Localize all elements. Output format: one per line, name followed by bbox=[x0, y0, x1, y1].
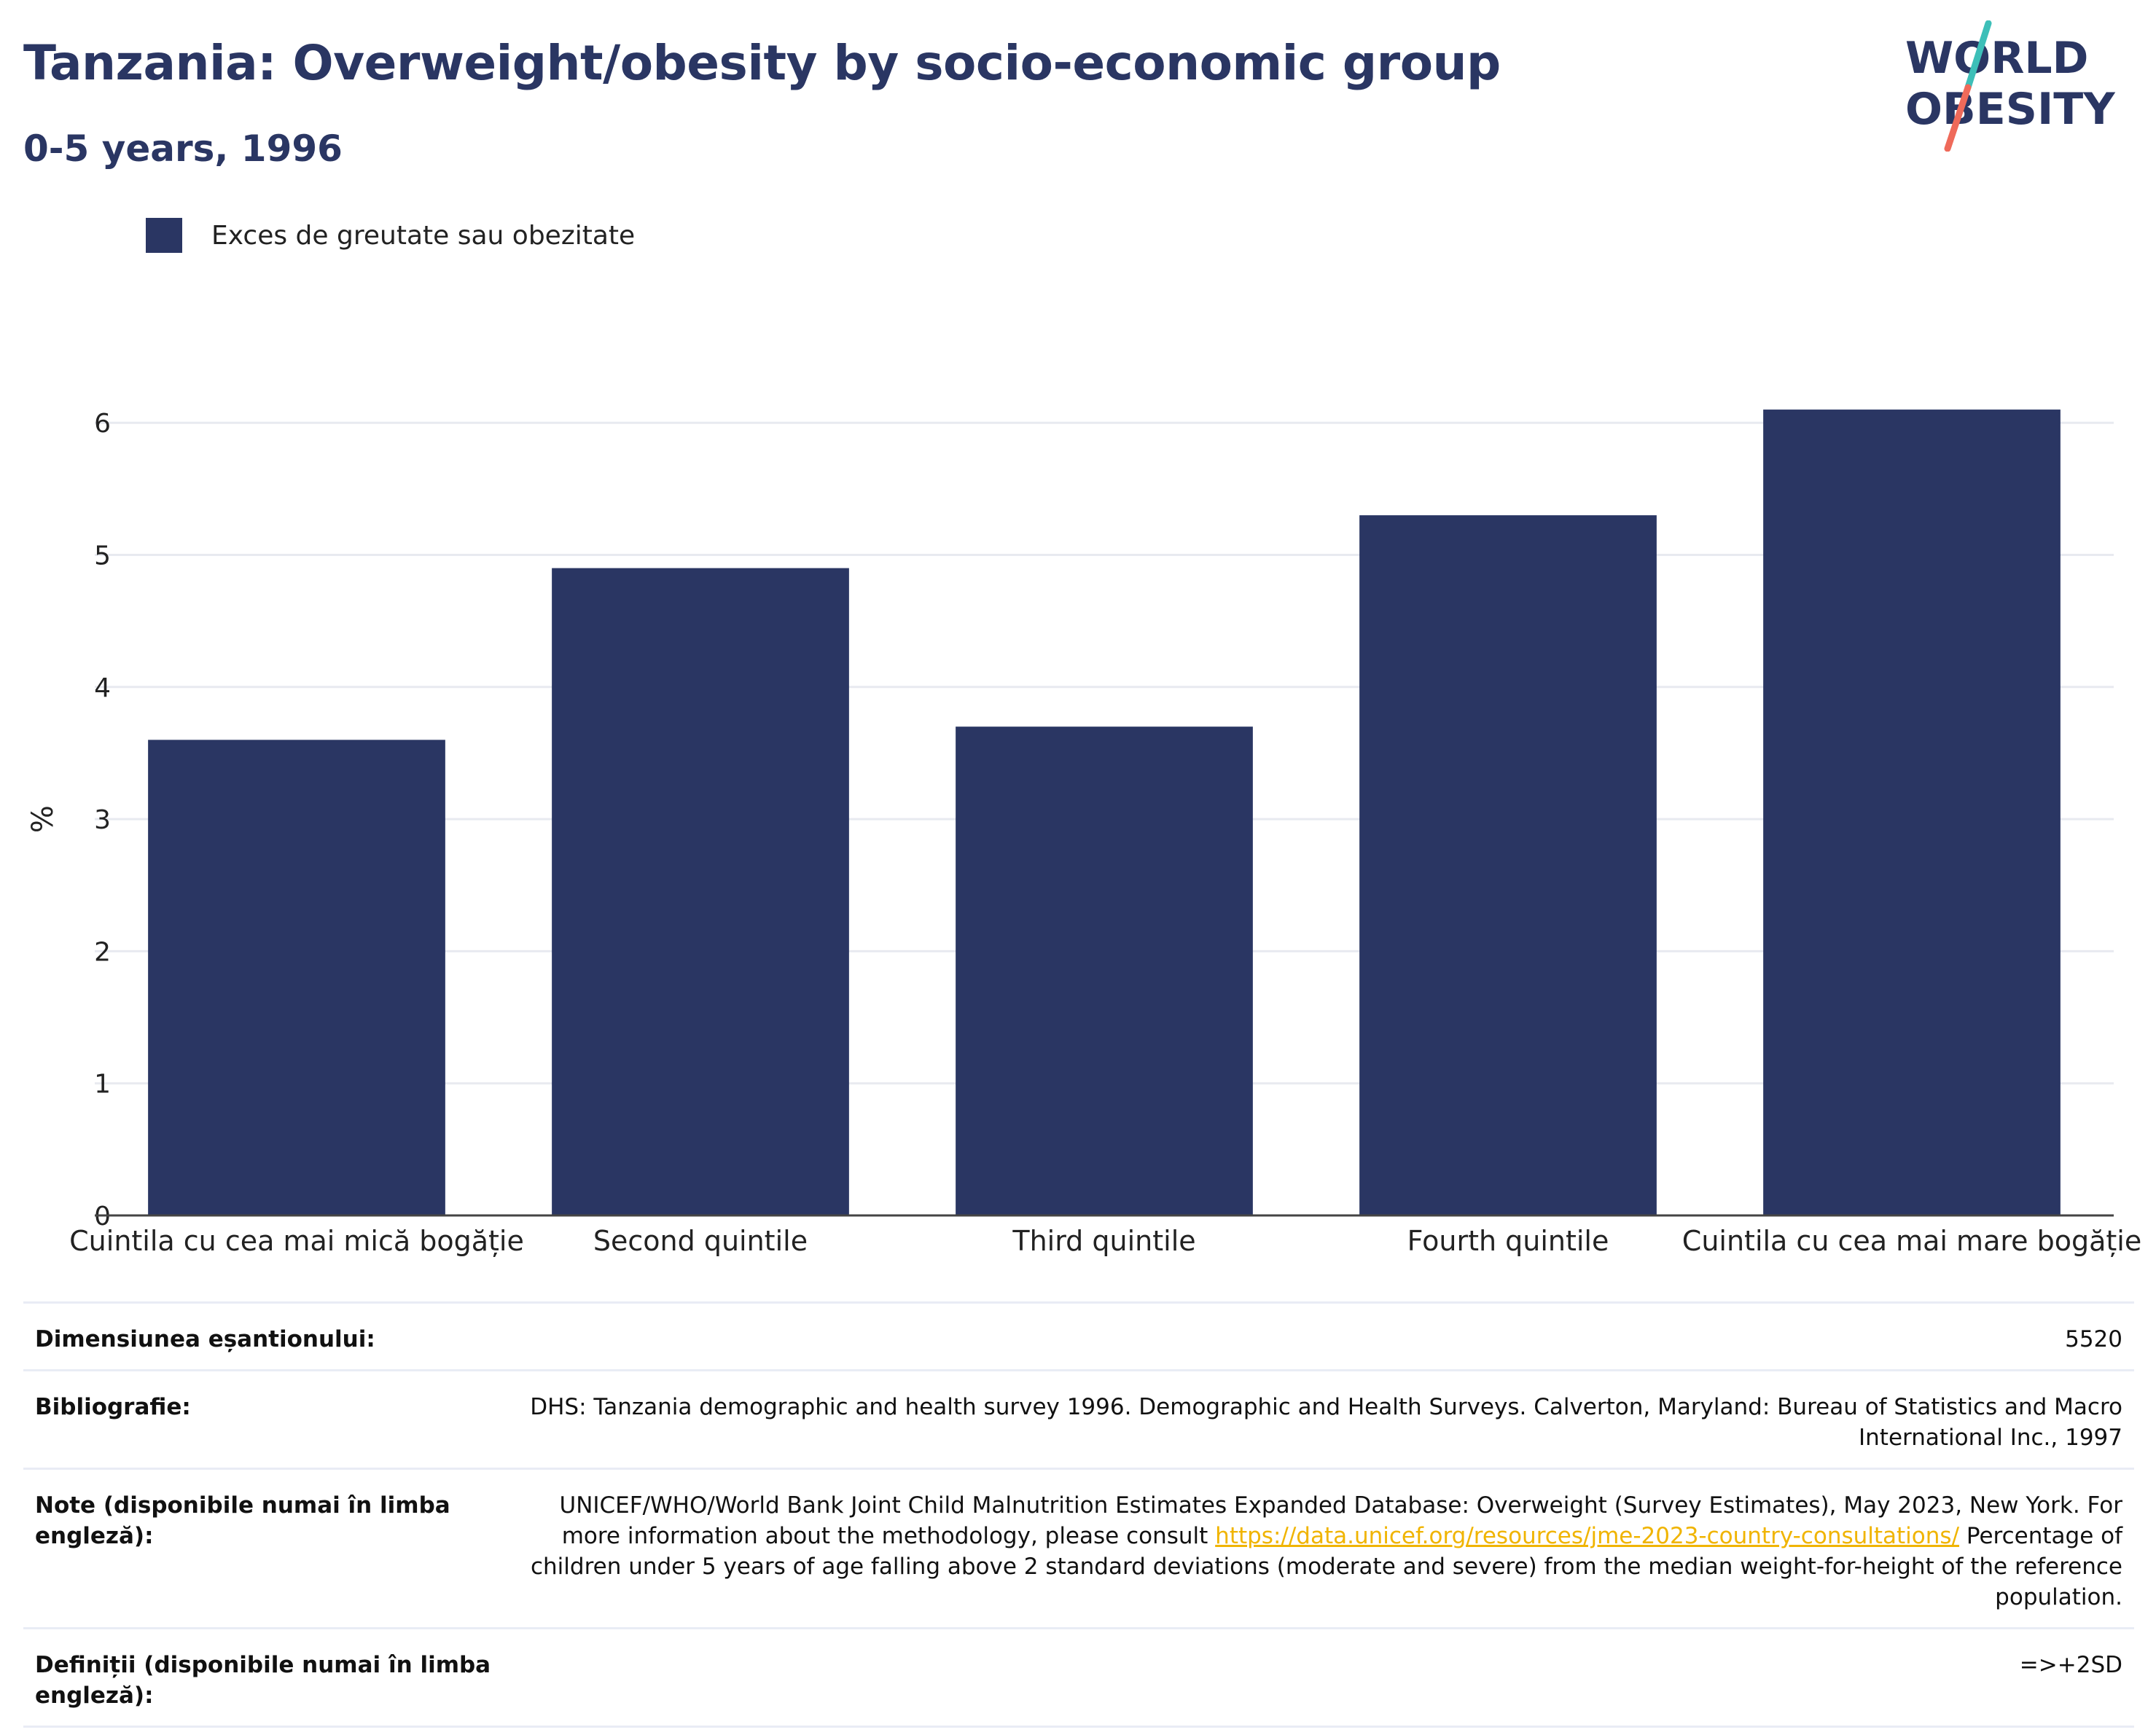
notes-text-before: UNICEF/WHO/World Bank Joint Child Malnut… bbox=[559, 1492, 2123, 1549]
logo-line1: WORLD bbox=[1905, 33, 2088, 84]
bar bbox=[1763, 410, 2061, 1215]
world-obesity-logo: WORLD OBESITY bbox=[1905, 20, 2116, 152]
y-tick-label: 4 bbox=[94, 673, 111, 703]
logo-slash-coral bbox=[1944, 84, 1972, 152]
legend-label: Exces de greutate sau obezitate bbox=[211, 220, 636, 251]
chart-title: Tanzania: Overweight/obesity by socio-ec… bbox=[23, 35, 1501, 91]
logo-slash-teal bbox=[1964, 20, 1992, 91]
chart-subtitle: 0-5 years, 1996 bbox=[23, 128, 343, 170]
info-row-notes: Note (disponibile numai în limba engleză… bbox=[23, 1468, 2134, 1629]
y-axis-label: % bbox=[26, 805, 60, 833]
x-tick-label: Second quintile bbox=[593, 1225, 808, 1257]
bar-chart: 0123456%Cuintila cu cea mai mică bogăție… bbox=[26, 409, 2141, 1257]
definitions-label: Definiții (disponibile numai în limba en… bbox=[23, 1627, 513, 1728]
y-tick-label: 1 bbox=[94, 1070, 111, 1100]
bibliography-value: DHS: Tanzania demographic and health sur… bbox=[513, 1369, 2134, 1469]
sample-size-label: Dimensiunea eșantionului: bbox=[23, 1301, 513, 1371]
info-table: Dimensiunea eșantionului: 5520 Bibliogra… bbox=[23, 1301, 2134, 1728]
x-tick-label: Third quintile bbox=[1012, 1225, 1195, 1257]
info-row-sample-size: Dimensiunea eșantionului: 5520 bbox=[23, 1301, 2134, 1371]
y-tick-label: 2 bbox=[94, 937, 111, 967]
bar bbox=[1359, 515, 1657, 1215]
legend-swatch bbox=[146, 218, 182, 253]
legend[interactable]: Exces de greutate sau obezitate bbox=[146, 217, 635, 254]
x-tick-label: Fourth quintile bbox=[1407, 1225, 1609, 1257]
info-row-definitions: Definiții (disponibile numai în limba en… bbox=[23, 1627, 2134, 1728]
y-tick-label: 5 bbox=[94, 541, 111, 571]
bibliography-label: Bibliografie: bbox=[23, 1369, 513, 1469]
notes-label: Note (disponibile numai în limba engleză… bbox=[23, 1468, 513, 1629]
methodology-link[interactable]: https://data.unicef.org/resources/jme-20… bbox=[1215, 1523, 1960, 1549]
y-tick-label: 3 bbox=[94, 805, 111, 835]
x-tick-label: Cuintila cu cea mai mare bogăție bbox=[1682, 1225, 2141, 1257]
logo-line2: OBESITY bbox=[1905, 84, 2116, 135]
sample-size-value: 5520 bbox=[513, 1301, 2134, 1371]
bar bbox=[956, 726, 1253, 1215]
notes-text-after: Percentage of children under 5 years of … bbox=[530, 1523, 2122, 1610]
bar bbox=[552, 568, 849, 1215]
y-tick-label: 6 bbox=[94, 409, 111, 439]
x-tick-label: Cuintila cu cea mai mică bogăție bbox=[69, 1225, 524, 1257]
info-row-bibliography: Bibliografie: DHS: Tanzania demographic … bbox=[23, 1369, 2134, 1469]
bar bbox=[148, 740, 445, 1215]
notes-value: UNICEF/WHO/World Bank Joint Child Malnut… bbox=[513, 1468, 2134, 1629]
definitions-value: =>+2SD bbox=[513, 1627, 2134, 1728]
